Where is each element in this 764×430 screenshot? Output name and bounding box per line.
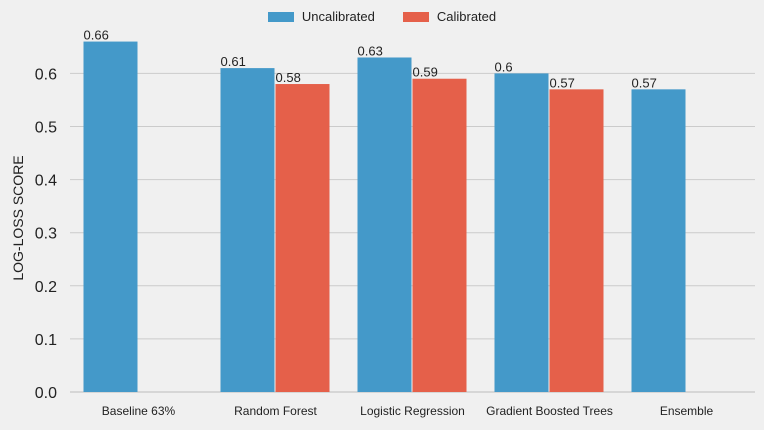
y-tick-label-5: 0.5 xyxy=(35,120,57,137)
y-axis-label: LOG-LOSS SCORE xyxy=(10,155,26,281)
data-label-uncalibrated-4: 0.57 xyxy=(632,75,657,90)
bar-uncalibrated-4 xyxy=(631,89,686,393)
data-label-uncalibrated-3: 0.6 xyxy=(495,59,513,74)
data-label-calibrated-1: 0.58 xyxy=(276,70,301,85)
legend-entry-calibrated: Calibrated xyxy=(402,9,497,24)
bar-calibrated-1 xyxy=(275,84,330,392)
bar-uncalibrated-3 xyxy=(494,73,549,393)
data-label-uncalibrated-1: 0.61 xyxy=(221,54,246,69)
data-label-uncalibrated-2: 0.63 xyxy=(358,43,383,58)
y-tick-label-1: 0.1 xyxy=(35,332,57,349)
y-tick-label-3: 0.3 xyxy=(35,226,57,243)
legend-label-uncalibrated: Uncalibrated xyxy=(301,9,375,24)
x-tick-label-0: Baseline 63% xyxy=(102,404,176,418)
legend-label-calibrated: Calibrated xyxy=(436,9,497,24)
bar-uncalibrated-0 xyxy=(83,41,138,392)
y-tick-label-4: 0.4 xyxy=(35,173,57,190)
bar-calibrated-3 xyxy=(549,89,604,393)
bar-uncalibrated-2 xyxy=(357,57,412,392)
legend-swatch-uncalibrated xyxy=(267,11,294,22)
legend-swatch-calibrated xyxy=(402,11,429,22)
bar-calibrated-2 xyxy=(412,78,467,393)
legend-entry-uncalibrated: Uncalibrated xyxy=(267,9,375,24)
y-tick-label-0: 0.0 xyxy=(35,385,57,402)
x-tick-label-1: Random Forest xyxy=(234,404,317,418)
bar-uncalibrated-1 xyxy=(220,68,275,392)
y-tick-label-6: 0.6 xyxy=(35,66,57,83)
x-tick-label-3: Gradient Boosted Trees xyxy=(486,404,613,418)
x-tick-label-2: Logistic Regression xyxy=(360,404,465,418)
data-label-calibrated-2: 0.59 xyxy=(413,65,438,80)
legend: Uncalibrated Calibrated xyxy=(0,9,764,24)
data-label-uncalibrated-0: 0.66 xyxy=(84,28,109,43)
data-label-calibrated-3: 0.57 xyxy=(550,75,575,90)
y-tick-label-2: 0.2 xyxy=(35,279,57,296)
x-tick-label-4: Ensemble xyxy=(660,404,714,418)
